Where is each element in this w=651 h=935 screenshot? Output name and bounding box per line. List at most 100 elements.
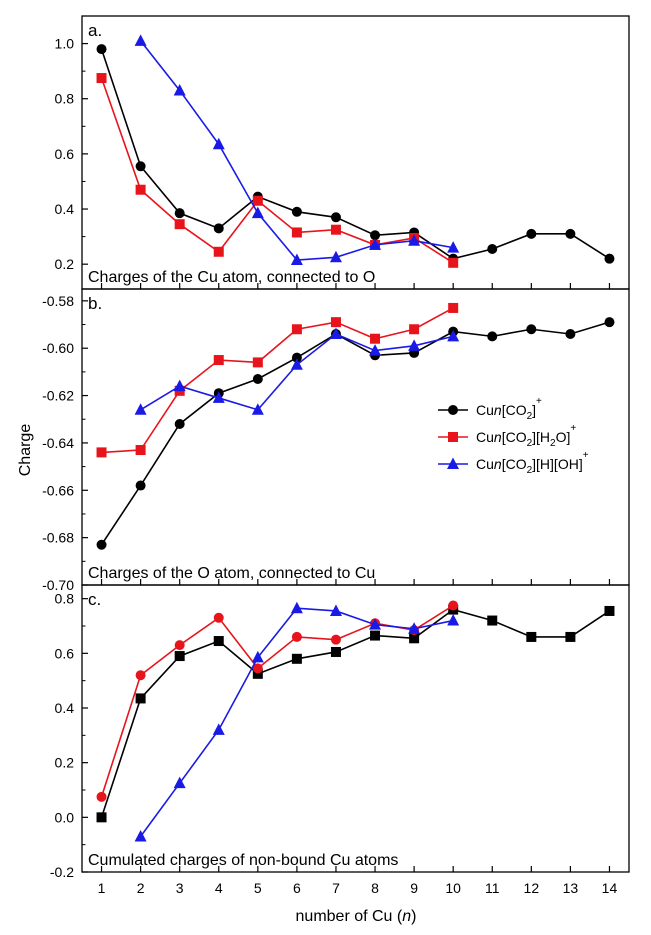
- legend: Cun[CO2]+Cun[CO2][H2O]+Cun[CO2][H][OH]+: [438, 396, 589, 476]
- y-tick-label: 0.6: [55, 146, 75, 162]
- y-tick-label: -0.62: [42, 388, 74, 404]
- legend-text-part: ]: [532, 402, 536, 418]
- data-point-blue: [369, 618, 382, 630]
- data-point-black: [526, 228, 537, 239]
- data-point-red: [174, 640, 185, 651]
- data-point-red: [135, 184, 146, 195]
- data-point-blue: [369, 344, 382, 356]
- x-tick-label: 14: [602, 880, 618, 896]
- y-tick-label: 1.0: [55, 36, 75, 52]
- legend-text-part: O]: [556, 429, 571, 445]
- data-point-blue: [173, 379, 186, 392]
- x-axis-label-part: n: [402, 908, 411, 925]
- legend-text-part: Cu: [476, 402, 494, 418]
- series-line-red: [100, 604, 454, 798]
- legend-text-part: ][H: [532, 429, 550, 445]
- data-point-red: [291, 227, 302, 238]
- data-point-red: [213, 355, 224, 366]
- legend-entry: Cun[CO2][H][OH]+: [476, 450, 589, 476]
- data-point-red: [448, 600, 459, 611]
- panel-title: Charges of the Cu atom, connected to O: [88, 269, 375, 286]
- data-point-black: [487, 615, 498, 626]
- data-point-black: [487, 331, 498, 342]
- legend-text-part: 2: [527, 411, 533, 422]
- y-tick-label: -0.2: [50, 864, 74, 880]
- data-point-blue: [290, 253, 303, 266]
- data-point-blue: [329, 604, 342, 616]
- data-point-red: [96, 447, 107, 458]
- data-point-black: [291, 352, 302, 363]
- data-point-black: [604, 605, 615, 616]
- data-point-blue: [447, 614, 460, 626]
- data-point-blue: [134, 34, 147, 46]
- legend-marker: [447, 457, 459, 469]
- data-point-black: [291, 206, 302, 217]
- data-point-red: [96, 791, 107, 802]
- legend-entry: Cun[CO2]+: [476, 396, 542, 422]
- data-point-black: [487, 244, 498, 255]
- data-point-black: [565, 631, 576, 642]
- data-point-black: [96, 812, 107, 823]
- data-point-black: [96, 539, 107, 550]
- y-tick-label: 0.8: [55, 591, 75, 607]
- legend-text-part: 2: [527, 465, 533, 476]
- data-point-black: [174, 651, 185, 662]
- y-tick-label: -0.66: [42, 482, 74, 498]
- data-point-blue: [447, 329, 460, 342]
- panel-frame: [81, 584, 630, 873]
- data-point-blue: [290, 601, 303, 614]
- y-tick-label: 0.2: [55, 755, 75, 771]
- legend-text-part: Cu: [476, 429, 494, 445]
- panel-frame: [81, 15, 630, 290]
- y-tick-label: 0.2: [55, 256, 75, 272]
- data-point-blue: [369, 238, 382, 250]
- panel-label: b.: [88, 294, 102, 313]
- panel-title: Charges of the O atom, connected to Cu: [88, 565, 375, 582]
- data-point-black: [96, 44, 107, 55]
- x-axis-label-part: number of Cu (: [296, 908, 403, 925]
- x-tick-label: 1: [98, 880, 106, 896]
- data-point-blue: [408, 622, 421, 634]
- y-tick-label: -0.64: [42, 435, 74, 451]
- legend-text-part: [CO: [502, 429, 527, 445]
- data-point-red: [448, 257, 459, 268]
- panel-2: -0.58 -0.60 -0.62 -0.64 -0.66 -0.68 -0.70 b. Cha…: [42, 288, 630, 593]
- data-point-black: [370, 230, 381, 241]
- x-tick-label: 9: [410, 880, 418, 896]
- legend-text-part: 2: [550, 438, 556, 449]
- y-tick-label: -0.58: [42, 293, 74, 309]
- panel-label: a.: [88, 21, 102, 40]
- data-point-black: [565, 228, 576, 239]
- data-point-black: [213, 636, 224, 647]
- data-point-red: [330, 317, 341, 328]
- data-point-red: [291, 631, 302, 642]
- data-point-red: [252, 663, 263, 674]
- panel-3: -0.20.00.20.40.60.81 2 3 4 5 6 7 8 9 10 11 12 13 14c.…: [50, 584, 630, 896]
- data-point-black: [526, 324, 537, 335]
- panel-1: 0.2 0.4 0.6 0.8 1.0 a. Charges of the Cu atom,…: [55, 15, 630, 290]
- y-tick-label: 0.8: [55, 91, 75, 107]
- data-point-blue: [134, 829, 147, 842]
- legend-text-part: n: [494, 456, 502, 472]
- series-line-black: [100, 321, 610, 546]
- data-point-red: [135, 445, 146, 456]
- series-line-red: [101, 307, 454, 454]
- data-point-blue: [173, 776, 186, 789]
- legend-text-part: n: [494, 402, 502, 418]
- data-point-black: [291, 653, 302, 664]
- data-point-blue: [251, 206, 264, 219]
- data-point-blue: [212, 723, 225, 735]
- data-point-red: [174, 219, 185, 230]
- data-point-black: [135, 161, 146, 172]
- data-point-blue: [251, 403, 264, 415]
- data-point-red: [409, 324, 420, 335]
- x-tick-label: 10: [445, 880, 461, 896]
- x-tick-label: 12: [524, 880, 540, 896]
- x-axis-label: number of Cu (n): [296, 908, 417, 925]
- legend-text-part: +: [536, 396, 542, 407]
- y-tick-label: 0.4: [55, 700, 75, 716]
- series-line-black: [100, 608, 610, 818]
- series-line-blue: [139, 607, 454, 837]
- data-point-blue: [329, 327, 342, 339]
